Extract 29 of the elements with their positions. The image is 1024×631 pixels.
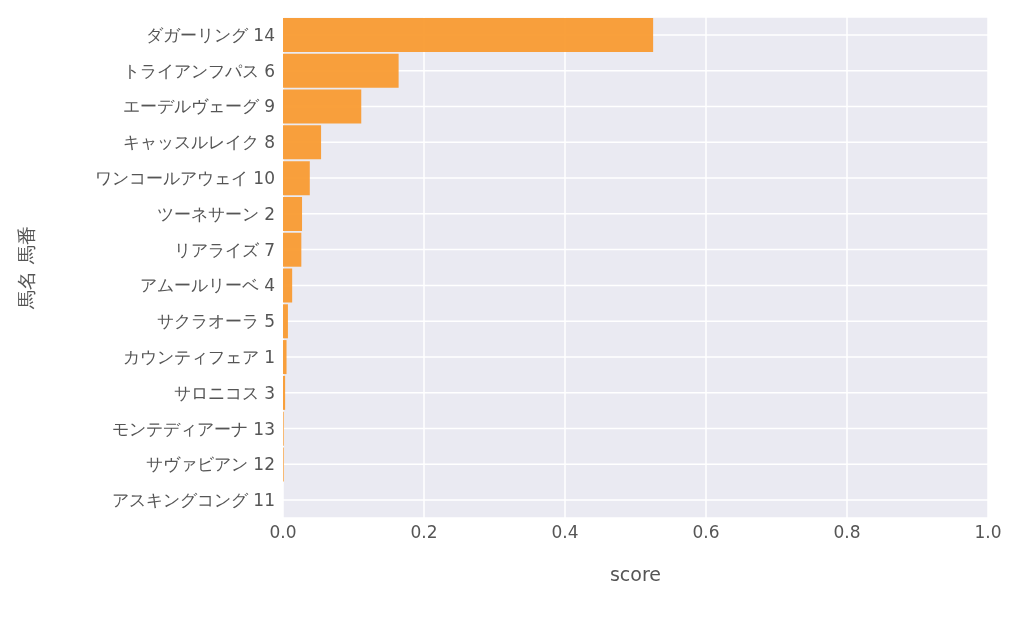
y-tick-label: ワンコールアウェイ 10 <box>94 168 275 189</box>
y-tick-label: リアライズ 7 <box>173 239 275 260</box>
y-tick-label: ツーネサーン 2 <box>156 203 275 224</box>
x-tick-label: 0.4 <box>551 522 579 543</box>
y-tick-label: アスキングコング 11 <box>111 490 275 511</box>
y-tick-label: サクラオーラ 5 <box>156 311 275 332</box>
y-tick-label: サヴァビアン 12 <box>145 454 275 475</box>
y-tick-label: サロニコス 3 <box>173 382 275 403</box>
x-tick-label: 0.8 <box>833 522 861 543</box>
bar <box>283 196 303 231</box>
y-tick-label: アムールリーベ 4 <box>139 275 275 296</box>
bar <box>283 18 654 52</box>
x-axis-title: score <box>609 563 662 586</box>
y-tick-label: エーデルヴェーグ 9 <box>122 96 275 117</box>
x-tick-label: 0.0 <box>269 522 297 543</box>
y-tick-label: トライアンフパス 6 <box>122 60 275 81</box>
bar <box>283 340 287 375</box>
y-axis-title: 馬名 馬番 <box>14 226 37 310</box>
bar <box>283 232 302 267</box>
x-tick-label: 1.0 <box>974 522 1002 543</box>
x-tick-label: 0.2 <box>410 522 438 543</box>
y-tick-label: キャッスルレイク 8 <box>122 132 275 153</box>
bar <box>283 161 310 196</box>
y-tick-label: カウンティフェア 1 <box>122 347 275 367</box>
bar <box>283 375 286 410</box>
y-tick-label: モンテディアーナ 13 <box>111 418 275 439</box>
bar <box>283 53 399 88</box>
x-tick-label: 0.6 <box>692 522 720 543</box>
y-tick-label: ダガーリング 14 <box>145 24 275 45</box>
